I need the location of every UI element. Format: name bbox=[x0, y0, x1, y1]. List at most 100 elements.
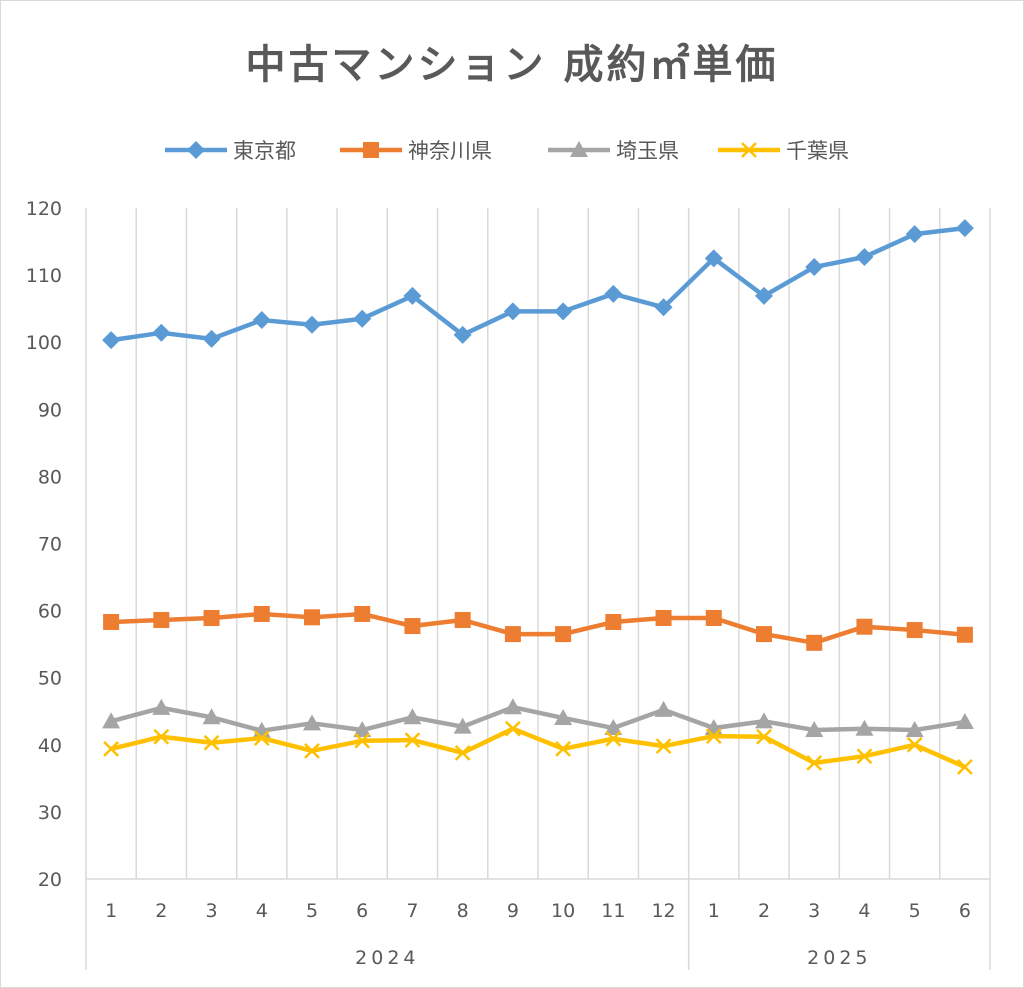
data-point bbox=[956, 626, 973, 643]
y-tick-label: 110 bbox=[26, 265, 62, 287]
data-point bbox=[955, 712, 974, 729]
data-point bbox=[503, 302, 522, 321]
data-point bbox=[955, 219, 974, 238]
data-point bbox=[604, 719, 623, 736]
data-point bbox=[152, 698, 171, 715]
data-point bbox=[354, 732, 371, 749]
series-0 bbox=[102, 219, 974, 350]
data-point bbox=[806, 634, 823, 651]
legend-marker bbox=[570, 141, 588, 157]
data-point bbox=[253, 730, 270, 746]
data-point bbox=[905, 721, 924, 738]
data-point bbox=[152, 323, 171, 342]
series-line bbox=[110, 704, 966, 733]
data-point bbox=[103, 614, 120, 631]
chart-title: 中古マンション 成約㎡単価 bbox=[246, 42, 779, 88]
data-point bbox=[253, 605, 270, 622]
data-point bbox=[303, 714, 321, 731]
data-point bbox=[554, 302, 573, 321]
series-line bbox=[111, 611, 966, 646]
data-point bbox=[353, 721, 372, 738]
data-point bbox=[905, 225, 924, 244]
data-point bbox=[654, 298, 673, 317]
data-point bbox=[805, 258, 824, 277]
data-point bbox=[353, 309, 372, 328]
x-tick-label: 6 bbox=[356, 900, 368, 922]
legend-label: 千葉県 bbox=[786, 139, 849, 163]
legend-item: 埼玉県 bbox=[548, 139, 679, 163]
data-point bbox=[202, 329, 221, 348]
x-tick-label: 1 bbox=[708, 900, 720, 922]
data-point bbox=[555, 626, 572, 643]
x-tick-label: 4 bbox=[256, 900, 268, 922]
x-tick-label: 11 bbox=[601, 900, 625, 922]
x-tick-label: 12 bbox=[651, 900, 675, 922]
data-point bbox=[655, 738, 672, 755]
data-point bbox=[505, 720, 521, 737]
data-point bbox=[756, 728, 772, 745]
legend-marker bbox=[741, 142, 757, 158]
data-point bbox=[705, 609, 722, 626]
data-point bbox=[605, 730, 622, 747]
data-point bbox=[856, 748, 873, 765]
y-tick-label: 80 bbox=[38, 466, 62, 488]
data-point bbox=[403, 708, 422, 725]
data-point bbox=[453, 717, 472, 734]
x-tick-label: 7 bbox=[406, 900, 418, 922]
series-1 bbox=[103, 605, 973, 651]
data-point bbox=[153, 728, 170, 745]
data-point bbox=[102, 331, 121, 350]
series-3 bbox=[103, 720, 973, 775]
data-point bbox=[605, 614, 622, 631]
legend-item: 千葉県 bbox=[718, 139, 849, 163]
data-point bbox=[504, 626, 521, 643]
data-point bbox=[554, 708, 573, 725]
data-point bbox=[555, 740, 571, 757]
data-point bbox=[203, 734, 220, 751]
data-point bbox=[102, 712, 121, 729]
data-point bbox=[654, 700, 673, 717]
x-tick-label: 5 bbox=[909, 900, 921, 922]
data-point bbox=[855, 719, 874, 736]
series-line bbox=[110, 225, 966, 343]
data-point bbox=[755, 286, 773, 305]
x-group-label: 2025 bbox=[807, 947, 871, 969]
data-point bbox=[655, 609, 672, 626]
data-point bbox=[304, 742, 320, 759]
legend-item: 東京都 bbox=[165, 139, 296, 163]
data-point bbox=[503, 698, 522, 715]
y-tick-label: 100 bbox=[26, 332, 62, 354]
data-point bbox=[906, 622, 923, 639]
x-tick-label: 2 bbox=[758, 900, 770, 922]
x-tick-label: 8 bbox=[457, 900, 469, 922]
x-tick-label: 3 bbox=[206, 900, 218, 922]
data-point bbox=[957, 759, 973, 775]
data-point bbox=[303, 315, 321, 334]
x-tick-label: 1 bbox=[105, 900, 117, 922]
data-point bbox=[755, 712, 773, 729]
series-line bbox=[110, 726, 966, 770]
data-point bbox=[705, 728, 722, 744]
data-point bbox=[453, 325, 472, 344]
y-tick-label: 70 bbox=[38, 534, 62, 556]
x-tick-label: 2 bbox=[155, 900, 167, 922]
data-point bbox=[103, 740, 119, 757]
data-point bbox=[403, 286, 422, 305]
legend-marker bbox=[363, 142, 379, 158]
x-tick-label: 10 bbox=[551, 900, 575, 922]
y-tick-label: 60 bbox=[38, 601, 62, 623]
x-tick-label: 3 bbox=[808, 900, 820, 922]
data-point bbox=[454, 611, 471, 628]
data-point bbox=[404, 732, 421, 748]
y-tick-label: 90 bbox=[38, 399, 62, 421]
legend-label: 埼玉県 bbox=[616, 139, 679, 163]
y-tick-label: 20 bbox=[38, 869, 62, 891]
y-tick-label: 120 bbox=[26, 198, 62, 220]
y-tick-label: 50 bbox=[38, 668, 62, 690]
y-tick-label: 30 bbox=[38, 802, 62, 824]
data-point bbox=[604, 284, 623, 303]
data-point bbox=[806, 755, 823, 771]
data-point bbox=[704, 249, 723, 268]
data-point bbox=[354, 605, 371, 622]
